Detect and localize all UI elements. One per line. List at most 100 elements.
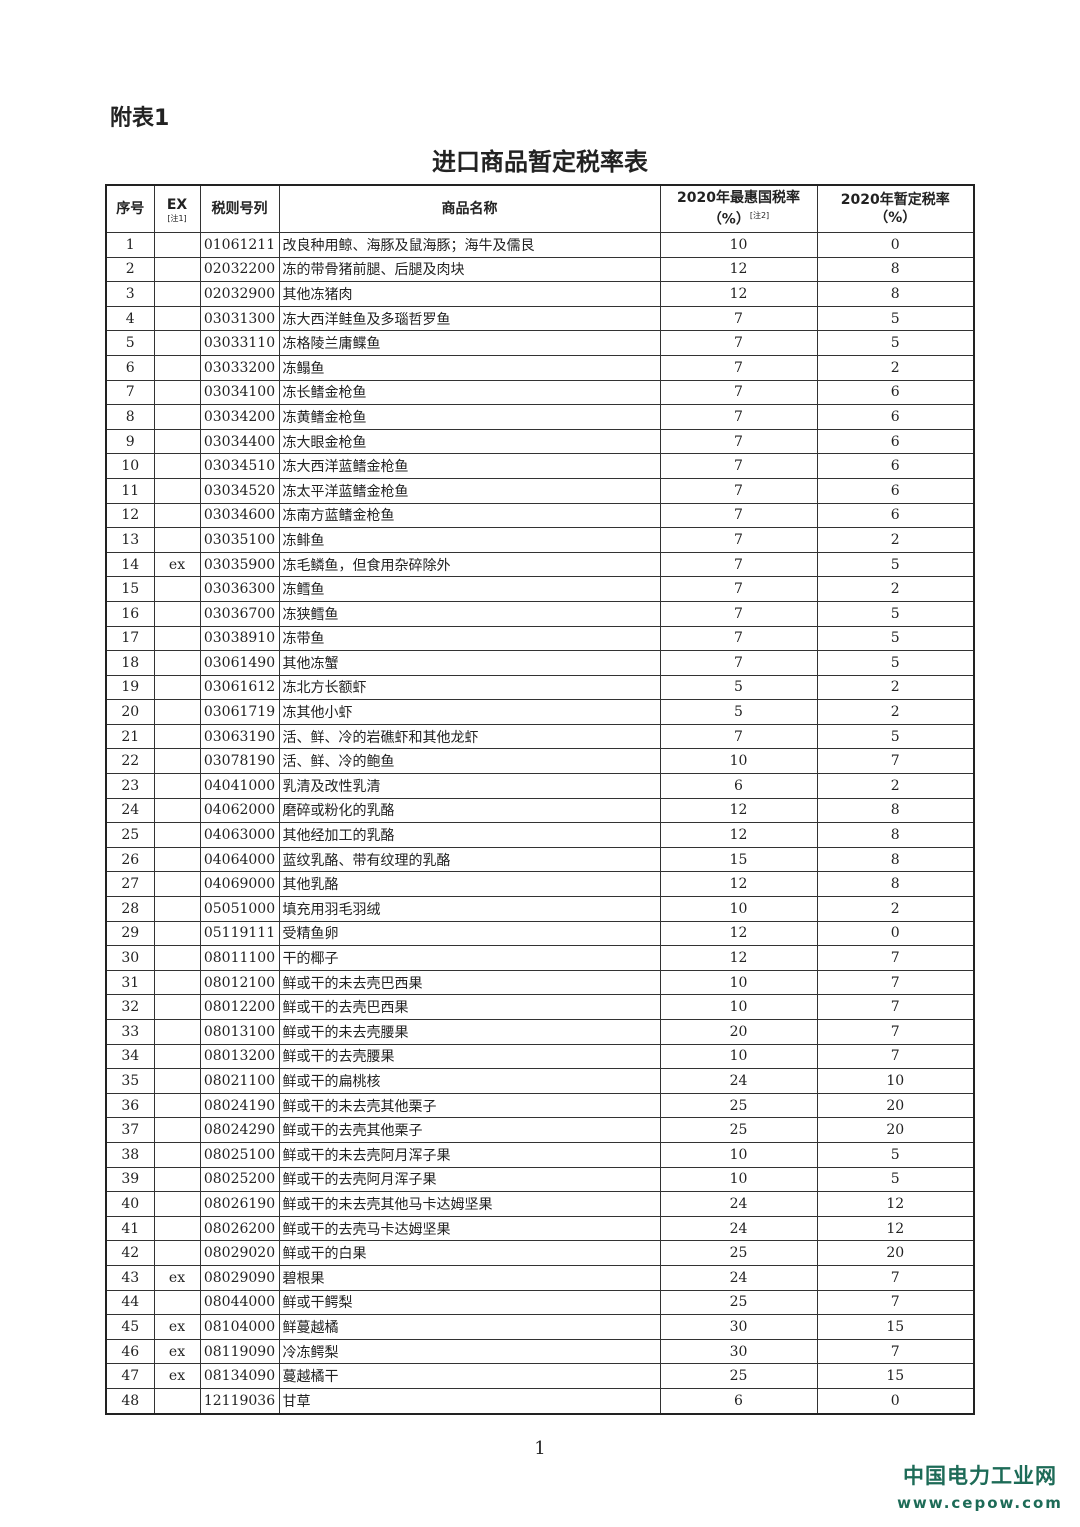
table-row: 3 02032900 其他冻猪肉 12 8 [105, 281, 975, 307]
cell-code: 03035100 [199, 527, 280, 553]
cell-mfn-rate: 10 [659, 748, 818, 775]
cell-ex [153, 576, 201, 602]
cell-provisional-rate: 6 [816, 428, 975, 455]
cell-provisional-rate: 7 [816, 945, 975, 971]
cell-code: 04064000 [199, 846, 280, 873]
table-row: 17 03038910 冻带鱼 7 5 [105, 625, 975, 652]
cell-provisional-rate: 5 [816, 305, 975, 332]
cell-provisional-rate: 0 [816, 232, 975, 258]
cell-code: 03078190 [199, 748, 280, 775]
cell-ex [153, 945, 201, 971]
cell-name: 冻狭鳕鱼 [278, 600, 661, 627]
cell-code: 03034200 [199, 404, 280, 430]
cell-provisional-rate: 5 [816, 650, 975, 676]
cell-name: 鲜或干的未去壳腰果 [278, 1019, 661, 1045]
cell-seq: 18 [105, 650, 155, 676]
cell-ex [153, 1215, 201, 1242]
cell-code: 04062000 [199, 797, 280, 824]
cell-seq: 15 [105, 576, 155, 602]
cell-ex [153, 1166, 201, 1193]
cell-seq: 40 [105, 1191, 155, 1217]
cell-mfn-rate: 15 [659, 846, 818, 873]
cell-mfn-rate: 10 [659, 969, 818, 996]
table-row: 7 03034100 冻长鳍金枪鱼 7 6 [105, 379, 975, 406]
table-row: 18 03061490 其他冻蟹 7 5 [105, 650, 975, 676]
cell-ex [153, 428, 201, 455]
cell-code: 08029020 [199, 1240, 280, 1266]
table-row: 38 08025100 鲜或干的未去壳阿月浑子果 10 5 [105, 1141, 975, 1168]
page-title: 进口商品暂定税率表 [432, 148, 648, 176]
cell-ex [153, 994, 201, 1020]
cell-code: 08104000 [199, 1314, 280, 1340]
cell-code: 03038910 [199, 625, 280, 652]
cell-code: 02032200 [199, 256, 280, 283]
cell-name: 鲜或干的去壳阿月浑子果 [278, 1166, 661, 1193]
cell-seq: 21 [105, 723, 155, 750]
cell-name: 冻长鳍金枪鱼 [278, 379, 661, 406]
cell-mfn-rate: 7 [659, 527, 818, 553]
cell-name: 甘草 [278, 1387, 661, 1415]
cell-code: 08029090 [199, 1264, 280, 1291]
cell-ex [153, 1043, 201, 1070]
cell-ex [153, 1117, 201, 1143]
cell-ex [153, 1289, 201, 1316]
table-row: 44 08044000 鲜或干鳄梨 25 7 [105, 1289, 975, 1316]
cell-code: 08026190 [199, 1191, 280, 1217]
cell-name: 受精鱼卵 [278, 920, 661, 947]
cell-mfn-rate: 12 [659, 256, 818, 283]
cell-provisional-rate: 0 [816, 1387, 975, 1415]
table-row: 4 03031300 冻大西洋鲑鱼及多瑙哲罗鱼 7 5 [105, 305, 975, 332]
cell-name: 鲜或干的未去壳巴西果 [278, 969, 661, 996]
cell-provisional-rate: 5 [816, 1141, 975, 1168]
cell-seq: 32 [105, 994, 155, 1020]
cell-ex [153, 920, 201, 947]
cell-code: 03061612 [199, 674, 280, 701]
table-row: 20 03061719 冻其他小虾 5 2 [105, 699, 975, 725]
cell-name: 冻毛鳞鱼，但食用杂碎除外 [278, 551, 661, 578]
table-row: 25 04063000 其他经加工的乳酪 12 8 [105, 822, 975, 848]
cell-code: 04063000 [199, 822, 280, 848]
cell-seq: 43 [105, 1264, 155, 1291]
cell-name: 鲜或干的未去壳其他栗子 [278, 1092, 661, 1119]
cell-mfn-rate: 7 [659, 576, 818, 602]
cell-mfn-rate: 20 [659, 1019, 818, 1045]
cell-provisional-rate: 2 [816, 576, 975, 602]
table-row: 26 04064000 蓝纹乳酪、带有纹理的乳酪 15 8 [105, 846, 975, 873]
cell-ex [153, 1387, 201, 1415]
cell-provisional-rate: 8 [816, 871, 975, 898]
cell-ex [153, 650, 201, 676]
cell-name: 冻的带骨猪前腿、后腿及肉块 [278, 256, 661, 283]
cell-provisional-rate: 15 [816, 1314, 975, 1340]
cell-mfn-rate: 5 [659, 674, 818, 701]
cell-ex: ex [153, 1338, 201, 1365]
cell-mfn-rate: 30 [659, 1314, 818, 1340]
cell-ex [153, 404, 201, 430]
table-row: 47 ex 08134090 蔓越橘干 25 15 [105, 1363, 975, 1389]
cell-provisional-rate: 7 [816, 748, 975, 775]
table-row: 14 ex 03035900 冻毛鳞鱼，但食用杂碎除外 7 5 [105, 551, 975, 578]
cell-seq: 22 [105, 748, 155, 775]
cell-code: 03063190 [199, 723, 280, 750]
cell-code: 08044000 [199, 1289, 280, 1316]
cell-ex [153, 330, 201, 356]
cell-seq: 9 [105, 428, 155, 455]
cell-mfn-rate: 7 [659, 625, 818, 652]
page-number: 1 [534, 1438, 546, 1459]
cell-provisional-rate: 8 [816, 846, 975, 873]
cell-code: 08013200 [199, 1043, 280, 1070]
cell-provisional-rate: 2 [816, 674, 975, 701]
table-row: 32 08012200 鲜或干的去壳巴西果 10 7 [105, 994, 975, 1020]
cell-mfn-rate: 25 [659, 1289, 818, 1316]
cell-provisional-rate: 7 [816, 1264, 975, 1291]
cell-mfn-rate: 24 [659, 1215, 818, 1242]
cell-name: 冻鳕鱼 [278, 576, 661, 602]
cell-code: 03036300 [199, 576, 280, 602]
cell-name: 乳清及改性乳清 [278, 773, 661, 799]
watermark-logo: 中国电力工业网 www.cepow.com [890, 1460, 1070, 1512]
cell-provisional-rate: 8 [816, 281, 975, 307]
cell-ex [153, 379, 201, 406]
cell-code: 03033200 [199, 354, 280, 381]
cell-mfn-rate: 24 [659, 1068, 818, 1094]
table-row: 16 03036700 冻狭鳕鱼 7 5 [105, 600, 975, 627]
cell-name: 冻其他小虾 [278, 699, 661, 725]
